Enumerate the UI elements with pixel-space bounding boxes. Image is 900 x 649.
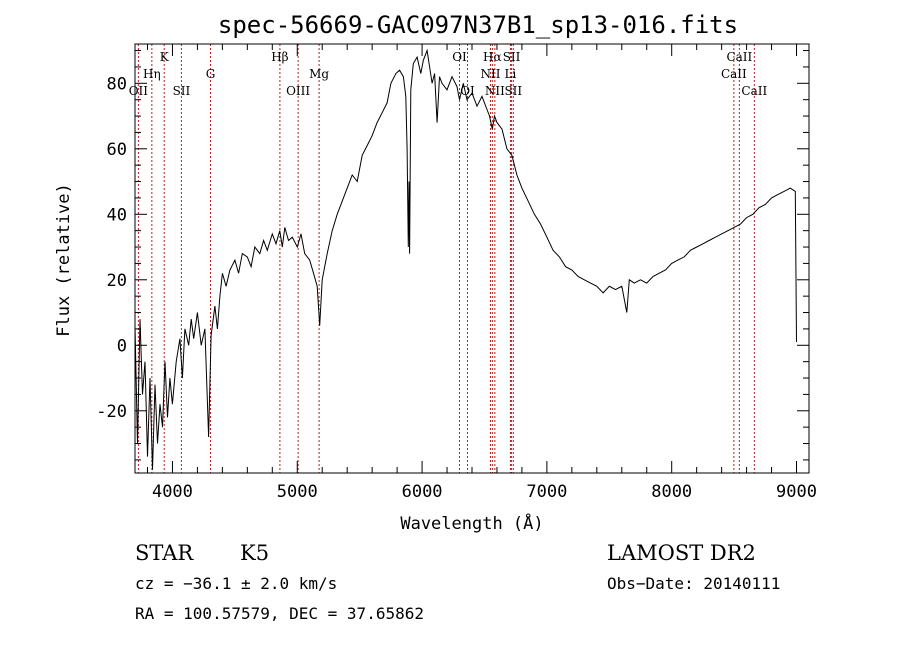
y-tick-label: 0: [117, 336, 127, 356]
ra-dec: RA = 100.57579, DEC = 37.65862: [135, 604, 424, 623]
y-tick-label: 40: [107, 205, 127, 225]
line-label: Li: [505, 67, 517, 81]
series-spectrum: [134, 48, 797, 470]
line-label: SII: [504, 84, 522, 98]
x-tick-label: 7000: [526, 482, 567, 502]
line-markers: [137, 44, 755, 473]
survey-name: LAMOST DR2: [607, 541, 756, 565]
y-axis: -20 0 20 40 60 80: [96, 50, 809, 461]
redshift-info: cz = −36.1 ± 2.0 km/s: [135, 574, 337, 593]
line-label: Mg: [309, 67, 329, 81]
line-label: NII: [485, 84, 505, 98]
x-axis: 4000 5000 6000 7000 8000 9000: [146, 44, 817, 502]
line-label: CaII: [726, 50, 752, 64]
line-labels: OIIHηKSIIGHβOIIIMgOIOIHαNIINIISIILiSIICa…: [129, 50, 768, 98]
x-tick-label: 6000: [402, 482, 443, 502]
object-class: STAR: [135, 541, 194, 565]
object-subclass: K5: [240, 541, 269, 565]
x-tick-label: 8000: [651, 482, 692, 502]
line-label: SII: [173, 84, 191, 98]
x-tick-label: 5000: [277, 482, 318, 502]
line-label: Hβ: [271, 50, 288, 64]
line-label: CaII: [741, 84, 767, 98]
chart-title: spec-56669-GAC097N37B1_sp13-016.fits: [218, 11, 738, 39]
y-tick-label: 60: [107, 140, 127, 160]
line-label: K: [160, 50, 170, 64]
line-label: OI: [452, 50, 467, 64]
y-tick-label: -20: [96, 402, 127, 422]
y-axis-label: Flux (relative): [54, 183, 74, 337]
y-tick-label: 20: [107, 271, 127, 291]
line-label: G: [206, 67, 216, 81]
plot-frame: [134, 43, 810, 474]
line-label: Hα: [483, 50, 502, 64]
line-label: CaII: [721, 67, 747, 81]
x-axis-label: Wavelength (Å): [400, 512, 543, 534]
line-label: SII: [503, 50, 521, 64]
y-tick-label: 80: [107, 74, 127, 94]
x-tick-label: 9000: [776, 482, 817, 502]
line-label: NII: [480, 67, 500, 81]
line-label: OIII: [286, 84, 310, 98]
line-label: Hη: [143, 67, 161, 81]
obs-date: Obs−Date: 20140111: [607, 574, 780, 593]
line-label: OII: [129, 84, 149, 98]
x-tick-label: 4000: [152, 482, 193, 502]
